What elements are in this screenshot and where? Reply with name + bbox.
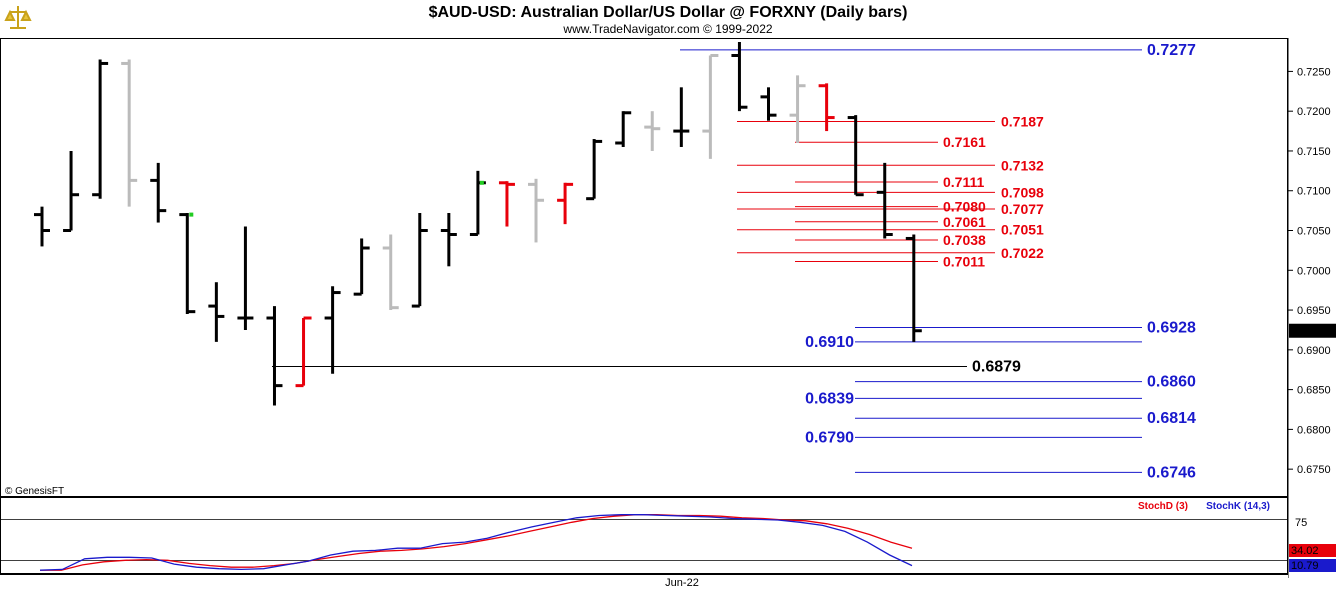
y-tick-label: 0.7150 [1297, 146, 1331, 158]
x-tick-label: Jun-22 [665, 577, 699, 589]
y-tick-label: 0.6950 [1297, 305, 1331, 317]
ohlc-bar [615, 111, 632, 147]
stoch-d-line [40, 514, 913, 571]
y-tick-label: 0.6900 [1297, 345, 1331, 357]
logo [3, 3, 33, 33]
last-price-badge [1289, 323, 1336, 338]
ohlc-bar [324, 286, 341, 374]
stoch-d-legend: StochD (3) [1138, 501, 1188, 512]
stoch-k-line [39, 514, 913, 571]
level-label: 0.7061 [943, 214, 986, 230]
ohlc-bar [528, 178, 545, 243]
ohlc-bar [92, 59, 109, 199]
stochastic-lines [39, 514, 913, 571]
level-label: 0.6746 [1147, 464, 1196, 481]
level-label: 0.7011 [943, 254, 985, 270]
ohlc-bar [353, 238, 370, 296]
level-label: 0.7277 [1147, 42, 1196, 59]
ohlc-bar [731, 41, 748, 112]
stoch-k-badge: 10.79 [1289, 559, 1336, 572]
y-tick-label: 0.7000 [1297, 265, 1331, 277]
ohlc-bar [818, 83, 835, 132]
ohlc-bar [295, 316, 312, 388]
level-label: 0.6839 [805, 390, 854, 407]
x-axis-band [0, 574, 1288, 591]
ohlc-bar [644, 111, 661, 151]
level-label: 0.7132 [1001, 157, 1044, 173]
level-label: 0.6790 [805, 429, 854, 446]
price-plot-frame [0, 38, 1288, 497]
level-label: 0.7022 [1001, 245, 1044, 261]
ohlc-bar [586, 139, 603, 201]
price-axis: 0.7250 0.7200 0.7150 0.7100 0.7050 0.7000 0.69… [1288, 66, 1336, 476]
level-label: 0.7080 [943, 199, 986, 215]
level-label: 0.7098 [1001, 184, 1044, 200]
chart-title: $AUD-USD: Australian Dollar/US Dollar @ … [429, 4, 908, 21]
level-label: 0.7051 [1001, 222, 1044, 238]
level-label: 0.6910 [805, 334, 854, 351]
y-tick-label: 0.6800 [1297, 424, 1331, 436]
ohlc-bar [179, 212, 196, 315]
level-lines: 0.72770.71870.71610.71320.71110.70980.70… [272, 42, 1196, 481]
level-label: 0.7038 [943, 232, 986, 248]
stoch-k-legend: StochK (14,3) [1206, 501, 1270, 512]
ohlc-bar [411, 213, 428, 308]
y-tick-label: 0.7050 [1297, 226, 1331, 238]
ohlc-bar [208, 282, 225, 342]
y-tick-label: 0.6850 [1297, 385, 1331, 397]
ohlc-bar [905, 234, 922, 342]
stoch-d-badge: 34.02 [1289, 544, 1336, 557]
ohlc-bar [498, 181, 515, 227]
level-label: 0.7187 [1001, 114, 1044, 130]
ohlc-bar [557, 182, 574, 225]
ohlc-bar [440, 213, 457, 267]
ohlc-bar [150, 162, 167, 223]
ohlc-bar [789, 75, 806, 144]
stoch-tick-75: 75 [1295, 517, 1307, 529]
level-label: 0.6928 [1147, 320, 1196, 337]
level-label: 0.6814 [1147, 410, 1196, 427]
level-label: 0.6879 [972, 359, 1021, 376]
level-label: 0.7077 [1001, 201, 1044, 217]
ohlc-bar [702, 54, 719, 159]
chart-subtitle: www.TradeNavigator.com © 1999-2022 [562, 22, 772, 36]
level-label: 0.7111 [943, 174, 984, 190]
y-tick-label: 0.7100 [1297, 186, 1331, 198]
ohlc-bar [121, 59, 138, 207]
ohlc-bar [237, 226, 254, 330]
level-label: 0.6860 [1147, 374, 1196, 391]
ohlc-bar [63, 150, 80, 233]
ohlc-bar [469, 170, 486, 236]
ohlc-bar [760, 87, 777, 121]
level-label: 0.7161 [943, 134, 986, 150]
ohlc-bar [34, 206, 50, 247]
stoch-k-value: 10.79 [1291, 560, 1319, 572]
ohlc-bar [673, 87, 690, 147]
ohlc-bar [266, 306, 283, 406]
y-tick-label: 0.7200 [1297, 106, 1331, 118]
y-tick-label: 0.6750 [1297, 464, 1331, 476]
ohlc-bar [847, 115, 864, 197]
y-tick-label: 0.7250 [1297, 66, 1331, 78]
ohlc-bars [34, 41, 922, 406]
signal-dot [189, 212, 194, 217]
copyright: © GenesisFT [5, 486, 64, 497]
stoch-d-value: 34.02 [1291, 545, 1319, 557]
ohlc-bar [382, 234, 399, 311]
ohlc-bar [876, 162, 893, 239]
last-price-value: 0.6924 [1291, 326, 1325, 338]
signal-dot [479, 180, 484, 185]
stochastic-panel-frame [0, 497, 1288, 574]
